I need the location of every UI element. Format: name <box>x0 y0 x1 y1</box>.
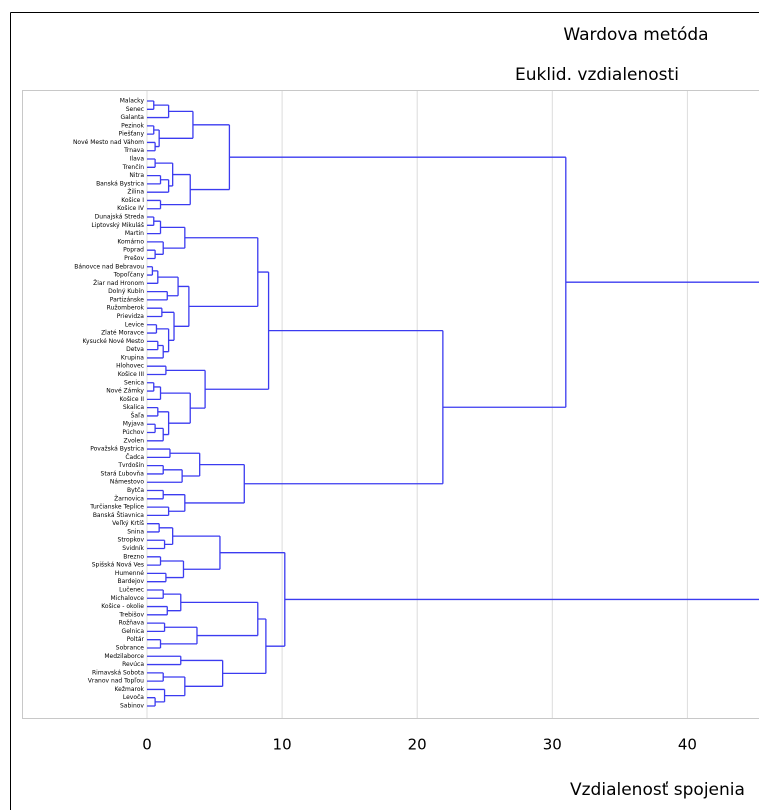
leaf-label: Trnava <box>123 147 144 154</box>
leaf-label: Senica <box>124 379 144 386</box>
leaf-label: Dunajská Streda <box>95 214 145 221</box>
leaf-label: Hlohovec <box>116 363 144 370</box>
chart-title: Wardova metóda <box>563 25 708 45</box>
leaf-label: Vranov nad Topľou <box>88 678 144 685</box>
leaf-label: Košice - okolie <box>101 603 144 610</box>
leaf-label: Poprad <box>123 247 144 254</box>
leaf-label: Lučenec <box>119 586 144 593</box>
leaf-label: Rimavská Sobota <box>92 669 144 676</box>
leaf-label: Šaľa <box>131 412 145 419</box>
leaf-label: Ružomberok <box>107 305 145 312</box>
leaf-label: Žarnovica <box>114 494 144 502</box>
x-tick-label: 30 <box>543 736 562 754</box>
leaf-label: Námestovo <box>110 479 144 486</box>
leaf-label: Stropkov <box>118 537 145 544</box>
leaf-label: Myjava <box>123 421 145 428</box>
leaf-label: Liptovský Mikuláš <box>91 222 144 229</box>
leaf-label: Nové Zámky <box>106 388 144 395</box>
leaf-label: Bánovce nad Bebravou <box>74 263 144 270</box>
leaf-label: Komárno <box>117 238 144 245</box>
x-tick-label: 40 <box>678 736 697 754</box>
leaf-label: Partizánske <box>110 296 145 303</box>
leaf-label: Stará Ľubovňa <box>101 470 145 477</box>
leaf-label: Banská Bystrica <box>96 180 144 187</box>
leaf-label: Svidník <box>122 545 144 552</box>
leaf-label: Nitra <box>129 172 144 179</box>
leaf-label: Malacky <box>120 98 145 105</box>
leaf-label: Púchov <box>122 429 144 436</box>
leaf-label: Poltár <box>127 636 145 643</box>
leaf-label: Bardejov <box>117 578 144 585</box>
leaf-label: Turčianske Teplice <box>89 504 144 511</box>
leaf-label: Humenné <box>115 570 144 577</box>
leaf-label: Veľký Krtíš <box>112 520 144 527</box>
leaf-label: Levoča <box>123 694 144 701</box>
leaf-label: Detva <box>126 346 144 353</box>
leaf-label: Snina <box>127 528 144 535</box>
leaf-label: Ilava <box>130 156 145 163</box>
x-tick-label: 10 <box>273 736 292 754</box>
leaf-label: Senec <box>126 106 144 113</box>
leaf-label: Prešov <box>124 255 144 262</box>
leaf-label: Topoľčany <box>113 272 145 279</box>
link <box>205 271 270 390</box>
link <box>222 618 267 675</box>
leaf-label: Sabinov <box>120 703 144 710</box>
leaf-label: Michalovce <box>110 595 144 602</box>
leaf-label: Zlaté Moravce <box>101 330 144 337</box>
leaf-label: Trenčín <box>122 164 145 171</box>
leaf-label: Bytča <box>127 487 144 494</box>
leaf-label: Martin <box>125 230 144 237</box>
chart-subtitle: Euklid. vzdialenosti <box>515 65 679 85</box>
leaf-label: Košice IV <box>117 205 145 212</box>
leaf-label: Sobrance <box>116 644 145 651</box>
leaf-label: Rožňava <box>119 620 145 627</box>
leaf-label: Košice I <box>121 197 144 204</box>
leaf-label: Trebišov <box>118 611 144 618</box>
leaf-label: Piešťany <box>119 131 145 138</box>
leaf-label: Levice <box>125 321 144 328</box>
leaf-label: Nové Mesto nad Váhom <box>73 139 144 146</box>
leaf-label: Košice II <box>119 396 144 403</box>
leaf-label: Považská Bystrica <box>90 446 144 453</box>
leaf-label: Gelnica <box>122 628 145 635</box>
leaf-label: Žiar nad Hronom <box>93 279 144 287</box>
leaf-label: Krupina <box>121 354 144 361</box>
x-tick-label: 0 <box>142 736 152 754</box>
leaf-label: Tvrdošín <box>117 462 144 469</box>
leaf-label: Zvolen <box>124 437 145 444</box>
leaf-label: Košice III <box>118 371 145 378</box>
link <box>180 601 259 637</box>
plot-frame <box>22 90 759 719</box>
x-tick-label: 20 <box>408 736 427 754</box>
leaf-label: Medzilaborce <box>104 653 144 660</box>
leaf-label: Spišská Nová Ves <box>92 562 144 569</box>
leaf-label: Revúca <box>122 661 144 668</box>
leaf-label: Kežmarok <box>115 686 145 693</box>
leaf-label: Banská Štiavnica <box>93 512 144 519</box>
leaf-label: Pezinok <box>121 122 144 129</box>
leaf-label: Skalica <box>123 404 144 411</box>
link <box>219 552 286 647</box>
leaf-label: Žilina <box>127 188 144 196</box>
leaf-label: Galanta <box>120 114 144 121</box>
leaf-label: Čadca <box>125 454 144 461</box>
x-axis-label: Vzdialenosť spojenia <box>570 780 745 800</box>
leaf-label: Brezno <box>123 553 144 560</box>
leaf-label: Dolný Kubín <box>108 288 144 295</box>
leaf-label: Prievidza <box>117 313 145 320</box>
link <box>184 237 259 308</box>
leaf-label: Kysucké Nové Mesto <box>83 338 145 345</box>
